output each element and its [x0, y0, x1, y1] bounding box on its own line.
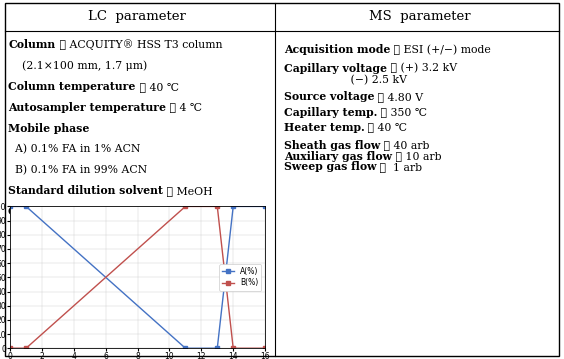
Text: Capillary voltage: Capillary voltage — [284, 63, 387, 74]
A(%) — [23, 204, 29, 209]
B(%) — [182, 204, 189, 209]
Text: ： 10 arb: ： 10 arb — [391, 151, 441, 161]
Text: A) 0.1% FA in 1% ACN: A) 0.1% FA in 1% ACN — [8, 144, 141, 154]
Text: Column temperature: Column temperature — [8, 81, 136, 92]
A(%) — [230, 204, 237, 209]
B(%) — [230, 346, 237, 350]
Legend: A(%), B(%): A(%), B(%) — [219, 264, 261, 290]
Text: Auxiliary gas flow: Auxiliary gas flow — [284, 151, 391, 162]
Text: Column: Column — [8, 39, 56, 50]
A(%) — [7, 204, 14, 209]
Text: ： 40 ℃: ： 40 ℃ — [136, 81, 179, 92]
Text: ： (+) 3.2 kV: ： (+) 3.2 kV — [387, 63, 457, 74]
Line: B(%): B(%) — [8, 205, 267, 350]
Text: Standard dilution solvent: Standard dilution solvent — [8, 185, 164, 196]
Text: (−) 2.5 kV: (−) 2.5 kV — [284, 75, 407, 85]
Text: Source voltage: Source voltage — [284, 92, 374, 102]
Text: ： 350 ℃: ： 350 ℃ — [377, 107, 427, 117]
Text: ： MeOH: ： MeOH — [164, 186, 213, 196]
B(%) — [262, 346, 268, 350]
Text: (2.1×100 mm, 1.7 μm): (2.1×100 mm, 1.7 μm) — [8, 60, 148, 71]
A(%) — [262, 204, 268, 209]
Text: MS  parameter: MS parameter — [368, 10, 470, 23]
B(%) — [7, 346, 14, 350]
Text: Gradient condition: Gradient condition — [8, 206, 124, 217]
Text: Autosampler temperature: Autosampler temperature — [8, 102, 166, 113]
Text: Mobile phase: Mobile phase — [8, 123, 90, 134]
Text: Acquisition mode: Acquisition mode — [284, 44, 390, 55]
Line: A(%): A(%) — [8, 205, 267, 350]
Text: ： 4 ℃: ： 4 ℃ — [166, 102, 202, 112]
B(%) — [23, 346, 29, 350]
Text: ： ACQUITY® HSS T3 column: ： ACQUITY® HSS T3 column — [56, 39, 222, 50]
B(%) — [214, 204, 221, 209]
A(%) — [182, 346, 189, 350]
Text: LC  parameter: LC parameter — [89, 10, 186, 23]
Text: Capillary temp.: Capillary temp. — [284, 107, 377, 117]
Text: B) 0.1% FA in 99% ACN: B) 0.1% FA in 99% ACN — [8, 165, 148, 175]
Text: Sheath gas flow: Sheath gas flow — [284, 140, 380, 151]
Text: ： ESI (+/−) mode: ： ESI (+/−) mode — [390, 44, 491, 55]
Text: Sweep gas flow: Sweep gas flow — [284, 162, 376, 172]
A(%) — [214, 346, 221, 350]
Text: Heater temp.: Heater temp. — [284, 122, 364, 133]
Text: ： 4.80 V: ： 4.80 V — [374, 92, 424, 102]
Text: ： 40 ℃: ： 40 ℃ — [364, 122, 407, 132]
Text: ：  1 arb: ： 1 arb — [376, 162, 422, 172]
Text: ： 40 arb: ： 40 arb — [380, 140, 429, 150]
